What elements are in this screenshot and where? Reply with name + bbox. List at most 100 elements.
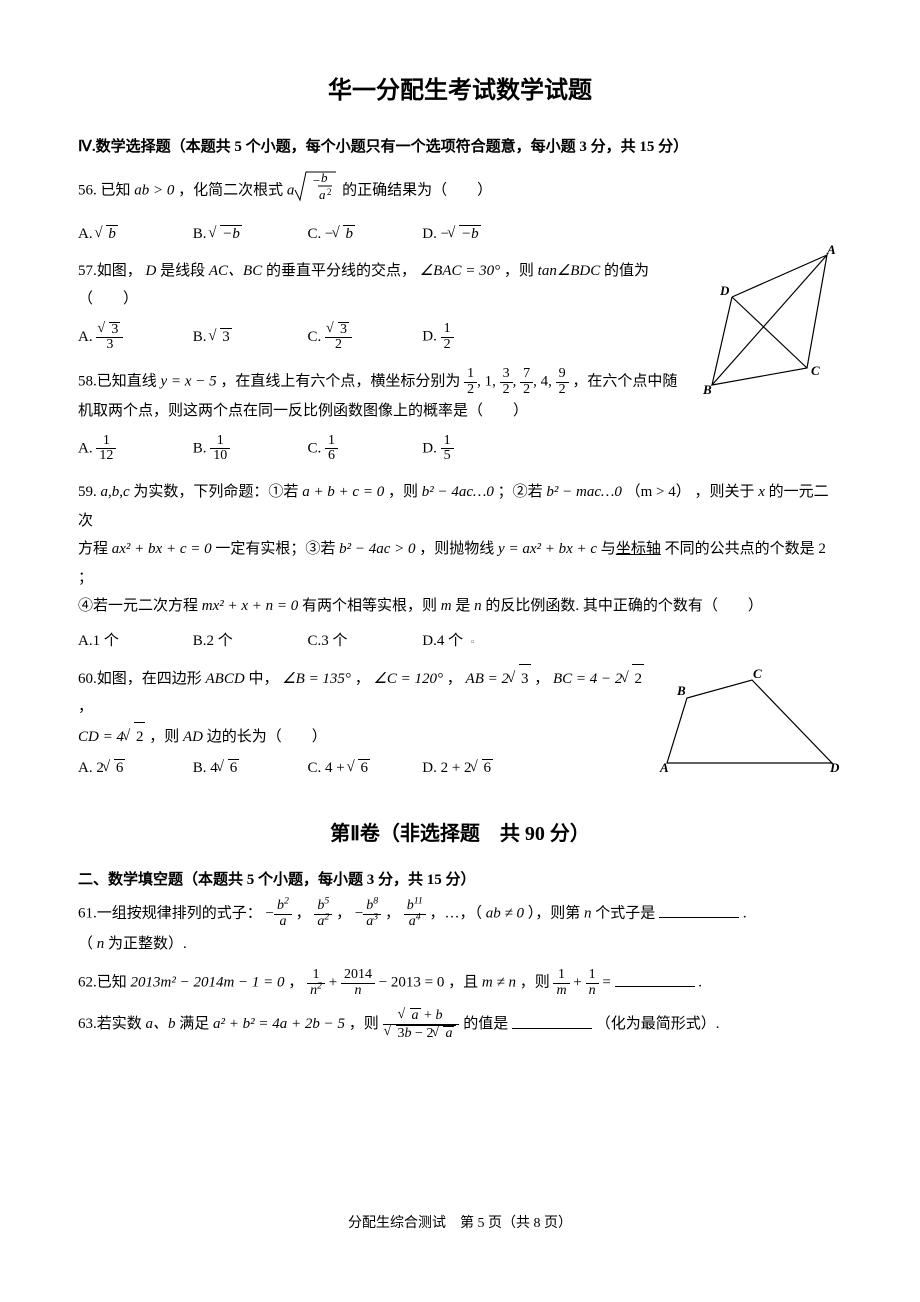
question-56: 56. 已知 ab > 0 ，化简二次根式 a − b a 2 的正确结果为（ … xyxy=(78,166,842,217)
fig-label-A: A xyxy=(826,245,836,257)
q58-stem-d: 机取两个点，则这两个点在同一反比例函数图像上的概率是（ ） xyxy=(78,403,528,419)
q56-opt-a: A. b xyxy=(78,225,183,243)
q62-stem-a: 62.已知 xyxy=(78,975,127,991)
q60-line2b: ，则 xyxy=(149,729,179,745)
q59-eq2: ax² + bx + c = 0 xyxy=(112,541,212,557)
q61-note: （ xyxy=(78,936,93,952)
q60-AD: AD xyxy=(183,729,203,745)
q60-sep2: ， xyxy=(447,671,462,687)
q59-mcond: （m > 4） xyxy=(626,484,691,500)
q56-options: A. b B. −b C. −b D. −−b xyxy=(78,225,842,243)
q60-stem-a: 60.如图，在四边形 xyxy=(78,671,202,687)
q63-stem-c: ，则 xyxy=(349,1017,379,1033)
q56-cond: ab > 0 xyxy=(134,183,174,199)
q59-stem-a: 59. xyxy=(78,484,97,500)
q63-frac: a + b 3b − 2a xyxy=(383,1008,460,1041)
fig-label-D: D xyxy=(719,283,730,298)
q59-opt-a: A.1 个 xyxy=(78,629,183,650)
q58-opt-d: D. 15 xyxy=(422,434,527,464)
q59-eq3: y = ax² + bx + c xyxy=(498,541,597,557)
footer-page: 5 xyxy=(478,1216,485,1231)
footer-label: 分配生综合测试 第 xyxy=(348,1216,474,1231)
q59-line2a: 方程 xyxy=(78,541,108,557)
q58-stem-a: 58.已知直线 xyxy=(78,374,157,390)
q62-tail: . xyxy=(698,975,702,991)
q59-n: n xyxy=(474,598,482,614)
q60-opt-b: B. 46 xyxy=(193,759,298,777)
q60-bc: BC = 4 − 2 xyxy=(553,671,622,687)
q61-cond: ab ≠ 0 xyxy=(486,906,524,922)
q61-note2: 为正整数）. xyxy=(108,936,187,952)
q59-line3a: ④若一元二次方程 xyxy=(78,598,198,614)
q62-mid: − 2013 = 0 xyxy=(379,975,445,991)
q59-stem-d: ；②若 xyxy=(498,484,543,500)
svg-text:B: B xyxy=(676,683,686,698)
question-58: 58.已知直线 y = x − 5 ，在直线上有六个点，横坐标分别为 12, 1… xyxy=(78,367,842,426)
q60-abcd: ABCD xyxy=(206,671,245,687)
footer-total: 8 xyxy=(534,1216,541,1231)
q59-line2c: ，则抛物线 xyxy=(419,541,494,557)
q56-opt-c: C. −b xyxy=(308,225,413,243)
q60-sep1: ， xyxy=(355,671,370,687)
q56-expr: a xyxy=(287,183,295,199)
q62-blank xyxy=(615,971,695,987)
q57-opt-d: D. 12 xyxy=(422,322,527,352)
q59-vars: a,b,c xyxy=(101,484,130,500)
q59-axis: 坐标轴 xyxy=(616,541,661,557)
q56-stem-c: 的正确结果为（ ） xyxy=(342,183,492,199)
q58-eq: y = x − 5 xyxy=(161,374,217,390)
q61-stem-a: 61.一组按规律排列的式子： xyxy=(78,906,262,922)
section-fill-head: 二、数学填空题（本题共 5 个小题，每小题 3 分，共 15 分） xyxy=(78,868,842,889)
q60-opt-c: C. 4 + 6 xyxy=(308,759,413,777)
q60-angB: ∠B = 135° xyxy=(282,671,351,687)
q56-opt-b: B. −b xyxy=(193,225,298,243)
q59-opt-b: B.2 个 xyxy=(193,629,298,650)
q62-eq1: 2013m² − 2014m − 1 = 0 xyxy=(131,975,285,991)
question-60: 60.如图，在四边形 ABCD 中， ∠B = 135° ， ∠C = 120°… xyxy=(78,664,842,752)
q60-cd: CD = 4 xyxy=(78,729,124,745)
q59-d1: b² − 4ac…0 xyxy=(422,484,494,500)
q58-opt-c: C. 16 xyxy=(308,434,413,464)
q63-stem-d: 的值是 xyxy=(463,1017,508,1033)
q62-sep3: ，则 xyxy=(520,975,550,991)
q59-opt-d: D.4 个 ▫ xyxy=(422,629,527,650)
q59-line2b: 一定有实根；③若 xyxy=(215,541,335,557)
svg-text:A: A xyxy=(659,760,669,773)
q58-stem-b: ，在直线上有六个点，横坐标分别为 xyxy=(220,374,460,390)
q57-stem-c: 的垂直平分线的交点， xyxy=(266,263,416,279)
q57-acbc: AC、BC xyxy=(209,263,262,279)
q59-stem-e: ，则关于 xyxy=(694,484,754,500)
q58-opt-b: B. 110 xyxy=(193,434,298,464)
q63-eq: a² + b² = 4a + 2b − 5 xyxy=(213,1017,345,1033)
page-footer: 分配生综合测试 第 5 页（共 8 页） xyxy=(0,1212,920,1232)
footer-total-prefix: 页（共 xyxy=(488,1216,530,1231)
q57-stem-d: ，则 xyxy=(504,263,534,279)
q56-opt-d: D. −−b xyxy=(422,225,527,243)
exam-title: 华一分配生考试数学试题 xyxy=(78,70,842,105)
q57-D: D xyxy=(146,263,157,279)
q56-stem-a: 56. 已知 xyxy=(78,183,131,199)
q59-c1: a + b + c = 0 xyxy=(302,484,384,500)
q56-sqrt: − b a 2 xyxy=(294,166,338,217)
svg-text:C: C xyxy=(753,668,762,681)
q59-m: m xyxy=(441,598,452,614)
q59-opt-c: C.3 个 xyxy=(308,629,413,650)
question-63: 63.若实数 a、b 满足 a² + b² = 4a + 2b − 5 ，则 a… xyxy=(78,1008,842,1041)
q60-angC: ∠C = 120° xyxy=(373,671,443,687)
q57-opt-a: A. 33 xyxy=(78,322,183,353)
q59-stem-b: 为实数，下列命题：①若 xyxy=(133,484,298,500)
q60-opt-a: A. 26 xyxy=(78,759,183,777)
question-57: 57.如图， D 是线段 AC、BC 的垂直平分线的交点， ∠BAC = 30°… xyxy=(78,257,842,314)
question-59: 59. a,b,c 为实数，下列命题：①若 a + b + c = 0 ，则 b… xyxy=(78,478,842,621)
q59-x: x xyxy=(758,484,765,500)
q62-neq: m ≠ n xyxy=(482,975,516,991)
q61-stem-d: 个式子是 xyxy=(595,906,655,922)
svg-text:D: D xyxy=(829,760,840,773)
q59-d2: b² − mac…0 xyxy=(546,484,621,500)
q60-figure: A B C D xyxy=(657,668,842,784)
q61-tail: . xyxy=(743,906,747,922)
q59-stem-c: ，则 xyxy=(388,484,418,500)
q57-angle: ∠BAC = 30° xyxy=(420,263,500,279)
q62-eqend: = xyxy=(602,975,614,991)
svg-text:2: 2 xyxy=(327,187,332,197)
